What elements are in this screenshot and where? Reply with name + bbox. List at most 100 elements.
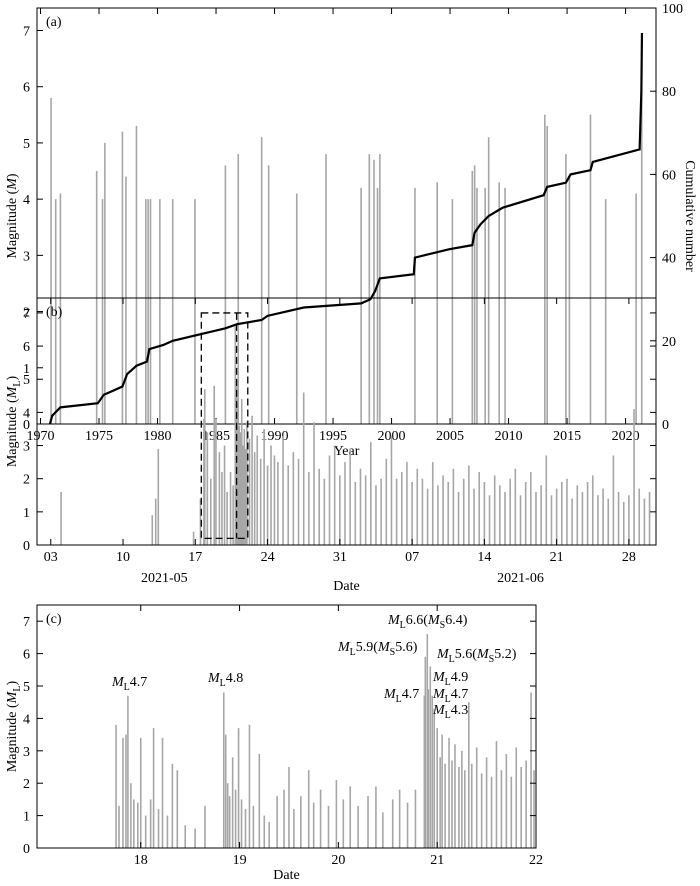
y-tick-label: 3: [23, 440, 30, 455]
y-tick-label: 1: [23, 506, 30, 521]
annotation-part: 6.4): [445, 613, 468, 628]
plot-frame: [36, 297, 657, 546]
annotation-part: L: [396, 694, 402, 705]
y-tick-label: 2: [23, 473, 30, 488]
x-axis-title: Date: [273, 868, 299, 883]
x-tick-label: 21: [430, 853, 444, 868]
annotation-part: M: [377, 640, 391, 655]
y-axis-title: Magnitude (M): [5, 173, 20, 259]
annotation: ML6.6(MS6.4): [387, 613, 468, 631]
x-axis-title: Date: [333, 579, 359, 594]
annotation-part: 4.7: [402, 687, 420, 702]
month-label: 2021-05: [141, 571, 188, 586]
panel-label: (a): [46, 15, 62, 30]
annotation-part: M: [432, 703, 446, 718]
y-tick-label: 5: [23, 137, 30, 152]
y-tick-label: 3: [23, 249, 30, 264]
panel-label: (b): [46, 305, 63, 320]
y-axis-title-part: Magnitude (: [5, 189, 20, 258]
annotation-part: 4.3: [451, 703, 469, 718]
annotation-part: M: [387, 613, 401, 628]
annotation-part: M: [432, 687, 446, 702]
x-tick-label: 1975: [85, 429, 113, 444]
cumulative-line: [48, 32, 644, 425]
x-tick-label: 14: [477, 550, 491, 565]
x-tick-label: 31: [333, 550, 347, 565]
annotation-part: M: [207, 671, 221, 686]
y2-tick-label: 60: [662, 168, 676, 183]
annotation-part: 6.6(: [406, 613, 429, 628]
y-axis-title-part: M: [5, 385, 20, 399]
x-tick-label: 28: [622, 550, 636, 565]
x-tick-label: 2010: [495, 429, 523, 444]
x-tick-label: 1980: [144, 429, 172, 444]
y-axis-title: Magnitude (ML): [5, 681, 23, 773]
plot-frame: [36, 604, 537, 849]
y-axis-title-part: L: [12, 381, 23, 387]
y-axis-title-part: Magnitude (: [5, 703, 20, 772]
x-tick-label: 1990: [261, 429, 289, 444]
annotation-part: 4.7: [130, 675, 148, 690]
plot-frame: [36, 7, 657, 425]
y-axis-title-part: M: [5, 177, 20, 191]
x-tick-label: 1995: [319, 429, 347, 444]
annotation-part: 5.9(: [356, 640, 379, 655]
annotation-part: M: [476, 647, 490, 662]
y-axis-title-part: ): [5, 376, 20, 381]
annotation: ML4.7: [111, 675, 147, 693]
x-tick-label: 20: [331, 853, 345, 868]
y-tick-label: 1: [23, 362, 30, 377]
y2-tick-label: 20: [662, 335, 676, 350]
x-tick-label: 17: [188, 550, 202, 565]
annotation-part: L: [445, 694, 451, 705]
y-tick-label: 2: [23, 306, 30, 321]
annotation: ML4.3: [432, 703, 468, 721]
y2-tick-label: 40: [662, 252, 676, 267]
month-label: 2021-06: [497, 571, 544, 586]
annotation-part: M: [427, 613, 441, 628]
x-tick-label: 22: [529, 853, 543, 868]
annotation-part: L: [445, 710, 451, 721]
y-tick-label: 7: [23, 615, 30, 630]
y-tick-label: 5: [23, 680, 30, 695]
annotation-part: M: [436, 647, 450, 662]
y-tick-label: 1: [23, 810, 30, 825]
x-tick-label: 07: [405, 550, 419, 565]
annotation-part: 5.6): [395, 640, 418, 655]
y2-axis-title: Cumulative number: [682, 160, 697, 272]
y-tick-label: 3: [23, 745, 30, 760]
x-tick-label: 19: [233, 853, 247, 868]
annotation: ML5.6(MS5.2): [436, 647, 517, 665]
annotation: ML4.7: [383, 687, 419, 705]
annotation-part: S: [440, 620, 446, 631]
y-axis-title-part: ): [5, 173, 20, 178]
annotation: ML4.8: [207, 671, 243, 689]
y-tick-label: 0: [23, 418, 30, 433]
y-tick-label: 5: [23, 373, 30, 388]
y-axis-title-part: M: [5, 690, 20, 704]
annotation-part: M: [337, 640, 351, 655]
annotation-part: L: [350, 647, 356, 658]
y-tick-label: 4: [23, 406, 30, 421]
panel-label: (c): [46, 612, 62, 627]
x-axis-title: Year: [334, 444, 360, 459]
y-tick-label: 7: [23, 24, 30, 39]
annotation-part: L: [220, 678, 226, 689]
annotation: ML5.9(MS5.6): [337, 640, 418, 658]
y-tick-label: 2: [23, 777, 30, 792]
y-axis-title-part: Magnitude (: [5, 398, 20, 467]
annotation-part: S: [390, 647, 396, 658]
y2-tick-label: 100: [662, 2, 683, 17]
annotation-part: 4.8: [226, 671, 244, 686]
annotation-part: 5.2): [494, 647, 517, 662]
y-tick-label: 0: [23, 842, 30, 857]
y2-tick-label: 80: [662, 85, 676, 100]
y-tick-label: 6: [23, 81, 30, 96]
annotation-part: M: [432, 670, 446, 685]
x-tick-label: 2015: [553, 429, 581, 444]
annotation-part: L: [445, 677, 451, 688]
y-tick-label: 4: [23, 712, 30, 727]
x-tick-label: 10: [116, 550, 130, 565]
y-axis-title-part: ): [5, 681, 20, 686]
